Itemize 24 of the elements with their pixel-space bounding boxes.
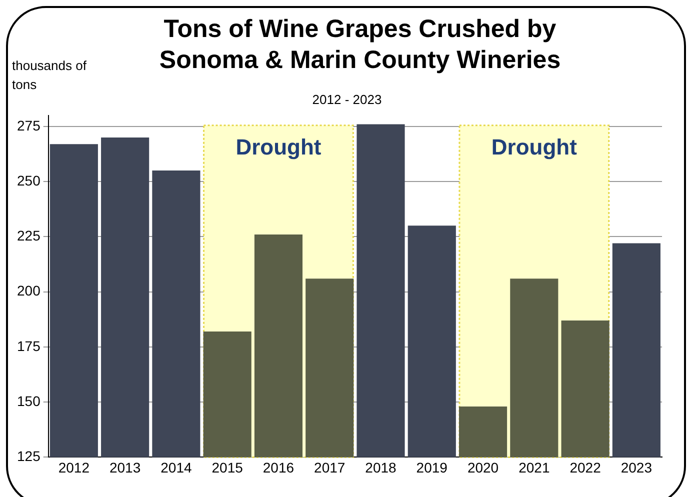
x-tick-label: 2013	[109, 459, 141, 476]
x-tick-label: 2023	[620, 459, 652, 476]
x-tick-label: 2020	[467, 459, 499, 476]
y-tick-label: 150	[17, 392, 41, 409]
y-tick-label: 225	[17, 228, 41, 244]
chart-title: Tons of Wine Grapes Crushed by Sonoma & Marin County Wineries	[158, 14, 562, 76]
band-label: Drought	[236, 134, 322, 160]
y-tick-label: 175	[17, 338, 41, 354]
band-label: Drought	[491, 134, 578, 160]
x-tick-label: 2021	[518, 459, 550, 476]
x-tick-label: 2022	[570, 459, 602, 476]
y-tick-label: 275	[17, 117, 41, 134]
y-tick-label: 250	[17, 172, 41, 188]
y-tick-label: 125	[17, 448, 41, 464]
x-tick-label: 2015	[212, 459, 244, 476]
x-tick-label: 2017	[314, 459, 346, 476]
chart-subtitle: 2012 - 2023	[311, 92, 383, 107]
y-tick-label: 200	[17, 282, 41, 299]
x-tick-label: 2018	[365, 459, 397, 476]
x-tick-label: 2019	[416, 459, 448, 476]
y-axis-title: thousands of tons	[12, 57, 88, 94]
x-tick-label: 2014	[160, 459, 192, 476]
x-tick-label: 2016	[262, 459, 294, 476]
x-tick-label: 2012	[58, 459, 90, 476]
